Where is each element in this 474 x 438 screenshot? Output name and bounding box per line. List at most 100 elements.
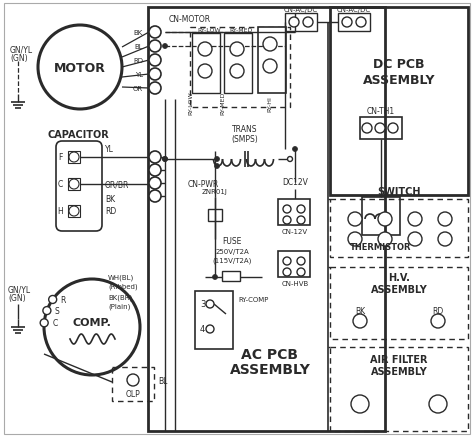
Text: BK: BK	[355, 307, 365, 316]
Text: BK(BR): BK(BR)	[108, 294, 132, 300]
Text: BK: BK	[105, 195, 115, 204]
Circle shape	[230, 43, 244, 57]
Bar	[362, 198, 400, 236]
Circle shape	[198, 43, 212, 57]
Circle shape	[297, 258, 305, 265]
Circle shape	[429, 395, 447, 413]
Circle shape	[149, 27, 161, 39]
Text: RD: RD	[133, 58, 143, 64]
Circle shape	[283, 205, 291, 213]
Text: DC PCB: DC PCB	[373, 58, 425, 71]
Circle shape	[149, 83, 161, 95]
Circle shape	[69, 207, 79, 216]
Circle shape	[408, 212, 422, 226]
Bar	[224, 34, 252, 94]
Text: CAPACITOR: CAPACITOR	[47, 130, 109, 140]
Circle shape	[149, 177, 161, 190]
Circle shape	[149, 55, 161, 67]
Circle shape	[283, 268, 291, 276]
Circle shape	[292, 147, 298, 152]
Text: TRANS: TRANS	[232, 125, 258, 134]
Circle shape	[163, 157, 167, 162]
Text: (Plain): (Plain)	[108, 303, 130, 310]
Text: YL: YL	[105, 145, 114, 154]
Circle shape	[297, 205, 305, 213]
Circle shape	[40, 319, 48, 327]
Text: RY-MED: RY-MED	[229, 28, 252, 32]
Text: OR: OR	[133, 86, 143, 92]
Text: C: C	[52, 318, 57, 328]
Text: COMP.: COMP.	[73, 317, 111, 327]
Circle shape	[198, 65, 212, 79]
Text: BL: BL	[134, 44, 143, 50]
Text: YL: YL	[135, 72, 143, 78]
Circle shape	[438, 212, 452, 226]
Text: BK: BK	[134, 30, 143, 36]
Text: CN-AC/DC: CN-AC/DC	[337, 7, 371, 13]
Text: ASSEMBLY: ASSEMBLY	[363, 73, 435, 86]
Circle shape	[212, 275, 218, 280]
Circle shape	[353, 314, 367, 328]
Text: 4: 4	[200, 325, 205, 334]
Text: CN-MOTOR: CN-MOTOR	[169, 15, 211, 25]
Text: R: R	[61, 295, 66, 304]
Circle shape	[149, 41, 161, 53]
Circle shape	[149, 152, 161, 164]
Circle shape	[289, 18, 299, 28]
Circle shape	[378, 212, 392, 226]
Bar	[222, 272, 240, 281]
Circle shape	[342, 18, 352, 28]
Circle shape	[351, 395, 369, 413]
Bar	[278, 251, 310, 277]
Circle shape	[438, 233, 452, 247]
Text: CN-TH1: CN-TH1	[367, 107, 395, 116]
Circle shape	[297, 216, 305, 225]
Circle shape	[149, 165, 161, 177]
Circle shape	[378, 233, 392, 247]
Circle shape	[149, 69, 161, 81]
Text: ZNR01J: ZNR01J	[202, 189, 228, 194]
Text: ASSEMBLY: ASSEMBLY	[371, 366, 428, 376]
Circle shape	[375, 124, 385, 134]
Text: (GN): (GN)	[8, 294, 26, 303]
Text: RY-LOW: RY-LOW	[188, 91, 193, 115]
Text: WH(BL): WH(BL)	[108, 274, 134, 281]
Circle shape	[215, 157, 219, 162]
Circle shape	[149, 191, 161, 202]
Text: OLP: OLP	[126, 390, 140, 399]
Text: ASSEMBLY: ASSEMBLY	[371, 284, 428, 294]
Circle shape	[283, 216, 291, 225]
Circle shape	[362, 124, 372, 134]
Bar	[68, 205, 80, 218]
Text: H: H	[57, 207, 63, 216]
Text: (Ribbed): (Ribbed)	[108, 283, 137, 290]
Text: RY-MED: RY-MED	[220, 91, 225, 114]
Circle shape	[163, 157, 167, 162]
Circle shape	[69, 153, 79, 162]
Text: SWITCH: SWITCH	[377, 187, 421, 197]
Text: H.V.: H.V.	[388, 272, 410, 283]
Text: 3: 3	[200, 300, 205, 309]
Bar	[195, 291, 233, 349]
Text: MOTOR: MOTOR	[54, 61, 106, 74]
Bar	[192, 34, 220, 94]
Text: (GN): (GN)	[10, 53, 27, 62]
Text: (SMPS): (SMPS)	[232, 135, 258, 144]
Text: RY-LOW: RY-LOW	[197, 28, 220, 32]
Bar	[360, 118, 402, 140]
Text: CN-HVB: CN-HVB	[282, 280, 309, 286]
Text: F: F	[59, 153, 63, 162]
Bar	[148, 8, 385, 431]
Text: AIR FILTER: AIR FILTER	[370, 354, 428, 364]
Text: (115V/T2A): (115V/T2A)	[212, 257, 252, 264]
Circle shape	[230, 65, 244, 79]
Text: AC PCB: AC PCB	[241, 347, 299, 361]
Circle shape	[288, 157, 292, 162]
Circle shape	[388, 124, 398, 134]
Text: GN/YL: GN/YL	[10, 46, 33, 54]
Circle shape	[163, 44, 167, 49]
Circle shape	[348, 212, 362, 226]
Text: CN-PWR: CN-PWR	[188, 180, 219, 189]
Text: 250V/T2A: 250V/T2A	[215, 248, 249, 254]
FancyBboxPatch shape	[56, 141, 102, 231]
